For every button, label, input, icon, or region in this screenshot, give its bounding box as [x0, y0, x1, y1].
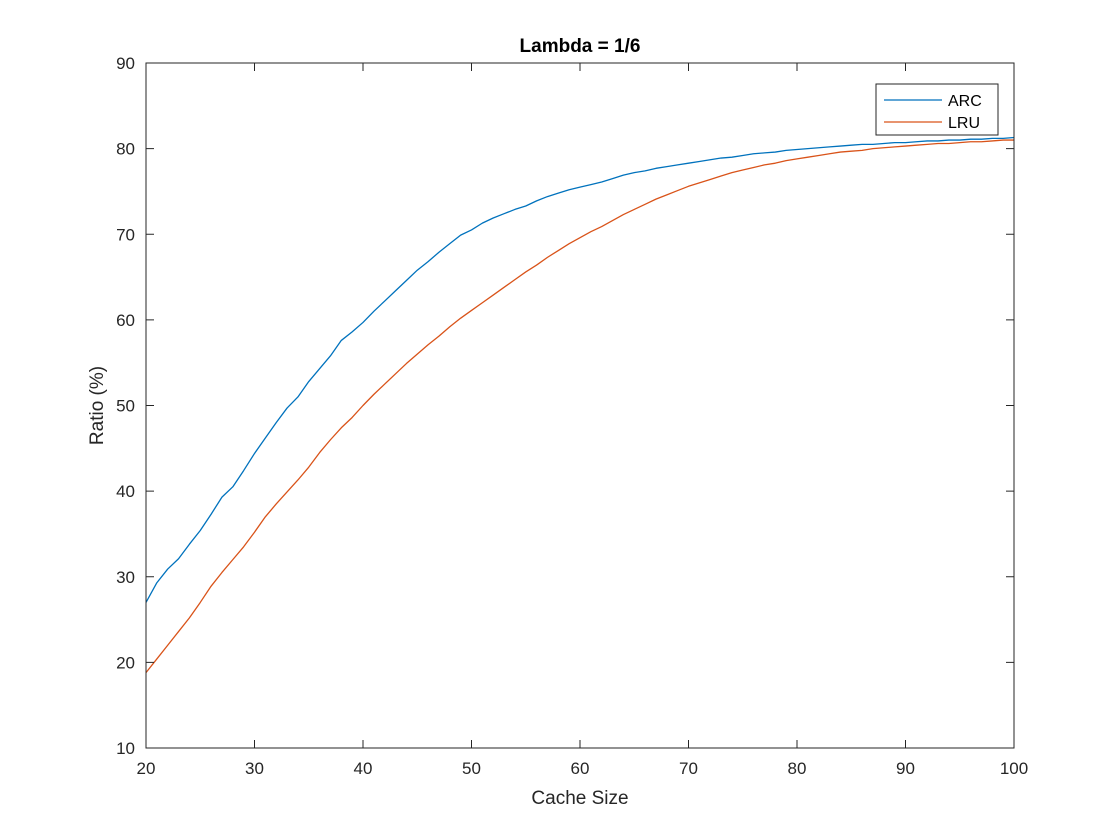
- legend-box: [875, 83, 999, 136]
- series-line-lru: [145, 139, 1014, 674]
- chart-title: Lambda = 1/6: [520, 36, 641, 57]
- legend-label-lru: LRU: [948, 115, 980, 132]
- x-tick-label: 100: [1000, 759, 1028, 778]
- y-tick-label: 90: [116, 54, 135, 73]
- x-tick-label: 80: [788, 759, 807, 778]
- series-layer: [145, 136, 1015, 674]
- legend-label-arc: ARC: [948, 93, 982, 110]
- x-tick-label: 20: [137, 759, 156, 778]
- y-tick-label: 60: [116, 311, 135, 330]
- y-axis-label: Ratio (%): [87, 366, 108, 445]
- x-tick-label: 40: [354, 759, 373, 778]
- x-tick-label: 50: [462, 759, 481, 778]
- series-line-arc: [145, 136, 1015, 603]
- x-tick-label: 30: [245, 759, 264, 778]
- x-tick-label: 70: [679, 759, 698, 778]
- y-tick-label: 30: [116, 568, 135, 587]
- y-tick-label: 70: [116, 225, 135, 244]
- y-tick-label: 80: [116, 140, 135, 159]
- x-tick-label: 90: [896, 759, 915, 778]
- y-tick-label: 40: [116, 482, 135, 501]
- x-tick-label: 60: [571, 759, 590, 778]
- y-tick-label: 10: [116, 739, 135, 758]
- y-tick-label: 50: [116, 397, 135, 416]
- x-axis-label: Cache Size: [531, 788, 628, 809]
- y-tick-label: 20: [116, 653, 135, 672]
- legend: ARC LRU: [875, 83, 999, 136]
- plot-area: [146, 63, 1014, 748]
